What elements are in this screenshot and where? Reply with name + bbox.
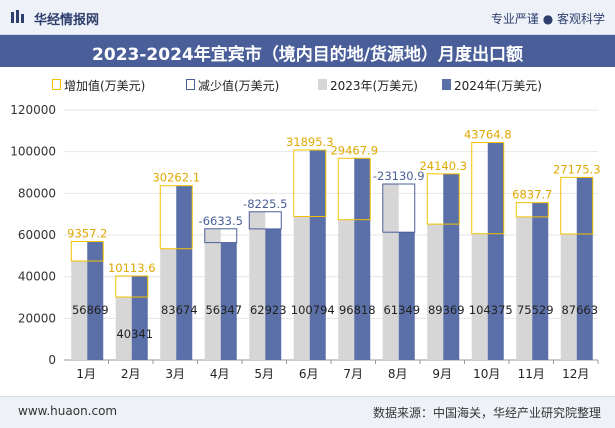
bar-value-label: 89369: [428, 303, 465, 317]
tagline: 专业严谨 ● 客观科学: [490, 12, 605, 26]
bar-2024: [220, 242, 237, 360]
bar-2024: [398, 232, 415, 360]
bar-2024: [487, 142, 504, 360]
y-tick-label: 60000: [18, 228, 56, 242]
x-tick-label: 4月: [210, 367, 230, 381]
decrease-box: [382, 183, 416, 233]
change-label: 29467.9: [330, 143, 378, 157]
change-label: -6633.5: [199, 214, 243, 228]
bar-2023: [516, 216, 533, 360]
bar-2024: [176, 185, 193, 360]
bar-2023: [204, 228, 221, 360]
increase-box: [293, 149, 327, 217]
increase-box: [337, 157, 371, 221]
y-tick-label: 40000: [18, 270, 56, 284]
bar-2023: [560, 233, 577, 360]
decrease-box: [248, 211, 282, 230]
increase-box: [426, 173, 460, 225]
bar-2023: [382, 184, 399, 360]
site-url: www.huaon.com: [18, 404, 118, 418]
change-label: 24140.3: [419, 159, 467, 173]
legend-label-2024: 2024年(万美元): [454, 79, 542, 93]
change-label: 10113.6: [108, 261, 156, 275]
x-tick-label: 2月: [121, 367, 141, 381]
bar-value-label: 75529: [517, 303, 554, 317]
y-tick-label: 100000: [10, 145, 56, 159]
bar-value-label: 61349: [383, 303, 420, 317]
y-tick-label: 0: [48, 353, 56, 367]
bar-value-label: 100794: [291, 303, 335, 317]
y-tick-label: 120000: [10, 103, 56, 117]
bar-value-label: 87663: [561, 303, 598, 317]
change-label: 6837.7: [512, 188, 552, 202]
x-tick-label: 1月: [76, 367, 96, 381]
increase-box: [70, 241, 104, 262]
bar-2023: [160, 248, 177, 360]
x-tick-label: 9月: [432, 367, 452, 381]
legend-swatch-2023: [318, 79, 327, 90]
data-source: 数据来源：中国海关，华经产业研究院整理: [372, 406, 601, 420]
bar-2024: [354, 158, 371, 360]
change-label: -8225.5: [243, 197, 287, 211]
bar-2024: [265, 228, 282, 360]
bar-value-label: 62923: [250, 303, 287, 317]
bar-2023: [249, 211, 266, 360]
bar-2024: [131, 275, 148, 360]
bar-value-label: 56869: [72, 303, 109, 317]
bar-2023: [71, 261, 88, 360]
title-bar: 2023-2024年宜宾市（境内目的地/货源地）月度出口额: [0, 35, 615, 67]
decrease-box: [204, 228, 238, 244]
chart-title: 2023-2024年宜宾市（境内目的地/货源地）月度出口额: [92, 45, 523, 65]
increase-box: [471, 142, 505, 235]
increase-box: [159, 185, 193, 250]
increase-box: [515, 202, 549, 218]
bar-2024: [309, 150, 326, 360]
chart-area: 0 20000 40000 60000 80000 100000 120000 9357.2 5…: [10, 103, 601, 381]
x-tick-label: 3月: [165, 367, 185, 381]
change-label: 27175.3: [553, 162, 601, 176]
legend-swatch-2024: [442, 79, 451, 90]
x-tick-label: 12月: [562, 367, 589, 381]
change-label: 30262.1: [152, 171, 200, 185]
legend-label-increase: 增加值(万美元): [64, 79, 146, 93]
bar-2024: [443, 173, 460, 360]
change-label: 31895.3: [286, 135, 334, 149]
bar-2023: [293, 216, 310, 360]
bar-2023: [115, 297, 132, 360]
brand-name: 华经情报网: [34, 13, 100, 28]
bar-2023: [427, 224, 444, 360]
y-tick-label: 20000: [18, 311, 56, 325]
increase-box: [560, 176, 594, 235]
bar-2024: [87, 241, 104, 360]
x-tick-label: 6月: [299, 367, 319, 381]
bar-value-label: 83674: [161, 303, 198, 317]
y-tick-label: 80000: [18, 186, 56, 200]
increase-box: [115, 275, 149, 298]
bar-2023: [338, 219, 355, 360]
bar-value-label: 56347: [205, 303, 242, 317]
logo-icon: [11, 10, 24, 23]
legend-swatch-decrease: [186, 79, 195, 90]
bar-2024: [532, 202, 549, 360]
bar-value-label: 96818: [339, 303, 376, 317]
footer: www.huaon.com 数据来源：中国海关，华经产业研究院整理: [0, 396, 615, 428]
bar-2024: [576, 177, 593, 360]
legend-swatch-increase: [52, 79, 61, 90]
x-tick-label: 5月: [254, 367, 274, 381]
x-tick-label: 11月: [518, 367, 545, 381]
legend-label-decrease: 减少值(万美元): [198, 79, 280, 93]
x-tick-label: 10月: [473, 367, 500, 381]
top-bar: 华经情报网 专业严谨 ● 客观科学: [0, 0, 615, 35]
legend-label-2023: 2023年(万美元): [330, 79, 418, 93]
x-tick-label: 8月: [388, 367, 408, 381]
change-label: 43764.8: [464, 128, 512, 142]
change-label: -23130.9: [373, 169, 425, 183]
change-label: 9357.2: [67, 227, 107, 241]
bar-value-label: 40341: [116, 327, 153, 341]
x-tick-label: 7月: [343, 367, 363, 381]
bar-2023: [471, 233, 488, 360]
bar-value-label: 104375: [469, 303, 513, 317]
